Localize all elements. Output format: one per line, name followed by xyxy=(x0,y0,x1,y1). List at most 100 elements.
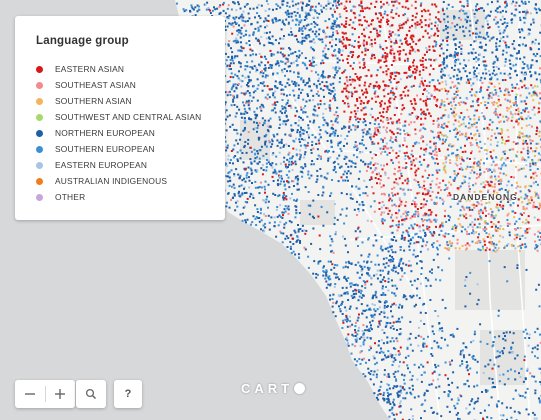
population-dot xyxy=(275,163,278,166)
population-dot xyxy=(430,353,433,355)
population-dot xyxy=(487,189,490,192)
population-dot xyxy=(228,90,231,93)
population-dot xyxy=(430,211,433,214)
population-dot xyxy=(410,74,413,77)
population-dot xyxy=(391,199,393,202)
population-dot xyxy=(307,134,310,137)
population-dot xyxy=(537,7,540,10)
population-dot xyxy=(310,46,313,49)
population-dot xyxy=(510,160,513,163)
population-dot xyxy=(328,150,330,152)
population-dot xyxy=(299,131,301,134)
population-dot xyxy=(398,263,401,265)
population-dot xyxy=(267,20,270,22)
population-dot xyxy=(491,129,494,131)
population-dot xyxy=(267,206,269,209)
population-dot xyxy=(413,215,416,218)
population-dot xyxy=(393,403,396,406)
population-dot xyxy=(510,12,513,15)
population-dot xyxy=(386,383,389,385)
population-dot xyxy=(246,65,249,68)
population-dot xyxy=(275,235,278,238)
population-dot xyxy=(464,284,467,287)
population-dot xyxy=(459,162,462,165)
population-dot xyxy=(511,351,514,354)
population-dot xyxy=(454,162,457,165)
population-dot xyxy=(411,24,413,27)
population-dot xyxy=(356,284,359,287)
population-dot xyxy=(394,38,397,41)
population-dot xyxy=(497,175,500,178)
population-dot xyxy=(526,369,529,372)
population-dot xyxy=(396,394,399,397)
population-dot xyxy=(525,164,528,167)
population-dot xyxy=(522,330,525,333)
population-dot xyxy=(433,340,436,343)
population-dot xyxy=(334,132,337,135)
population-dot xyxy=(449,143,452,146)
population-dot xyxy=(436,27,439,30)
population-dot xyxy=(381,358,383,361)
population-dot xyxy=(265,31,268,34)
population-dot xyxy=(401,5,404,8)
population-dot xyxy=(471,143,474,146)
population-dot xyxy=(425,46,428,49)
population-dot xyxy=(276,60,279,63)
population-dot xyxy=(405,298,408,301)
population-dot xyxy=(306,3,309,6)
population-dot xyxy=(231,86,234,89)
population-dot xyxy=(386,126,388,129)
population-dot xyxy=(429,299,432,301)
population-dot xyxy=(423,392,426,395)
population-dot xyxy=(421,82,424,85)
population-dot xyxy=(380,339,383,342)
population-dot xyxy=(414,196,417,199)
population-dot xyxy=(306,131,308,134)
population-dot xyxy=(417,395,420,398)
population-dot xyxy=(352,51,355,54)
population-dot xyxy=(279,37,282,40)
population-dot xyxy=(336,61,339,64)
population-dot xyxy=(471,398,474,401)
population-dot xyxy=(369,113,372,116)
population-dot xyxy=(447,120,450,123)
population-dot xyxy=(488,194,491,197)
population-dot xyxy=(373,370,376,373)
population-dot xyxy=(301,138,303,141)
population-dot xyxy=(337,50,340,53)
population-dot xyxy=(257,152,259,155)
population-dot xyxy=(476,109,478,112)
population-dot xyxy=(260,167,263,170)
population-dot xyxy=(437,79,439,82)
population-dot xyxy=(302,107,305,109)
population-dot xyxy=(380,206,383,209)
population-dot xyxy=(380,138,383,141)
population-dot xyxy=(327,157,330,160)
population-dot xyxy=(534,163,537,166)
population-dot xyxy=(504,93,507,96)
population-dot xyxy=(345,95,348,98)
population-dot xyxy=(294,253,297,256)
population-dot xyxy=(265,74,268,77)
population-dot xyxy=(245,151,248,154)
population-dot xyxy=(250,100,253,102)
population-dot xyxy=(342,100,345,102)
population-dot xyxy=(291,12,294,15)
population-dot xyxy=(368,253,371,256)
population-dot xyxy=(446,26,449,29)
population-dot xyxy=(399,246,402,249)
population-dot xyxy=(376,126,379,129)
population-dot xyxy=(327,2,330,5)
population-dot xyxy=(297,96,300,99)
population-dot xyxy=(524,328,527,331)
population-dot xyxy=(225,59,228,62)
population-dot xyxy=(497,355,500,358)
population-dot xyxy=(244,92,247,95)
population-dot xyxy=(241,80,244,83)
population-dot xyxy=(456,238,459,241)
population-dot xyxy=(422,69,425,71)
population-dot xyxy=(344,69,347,72)
population-dot xyxy=(232,183,235,186)
population-dot xyxy=(190,6,193,8)
population-dot xyxy=(382,71,385,74)
